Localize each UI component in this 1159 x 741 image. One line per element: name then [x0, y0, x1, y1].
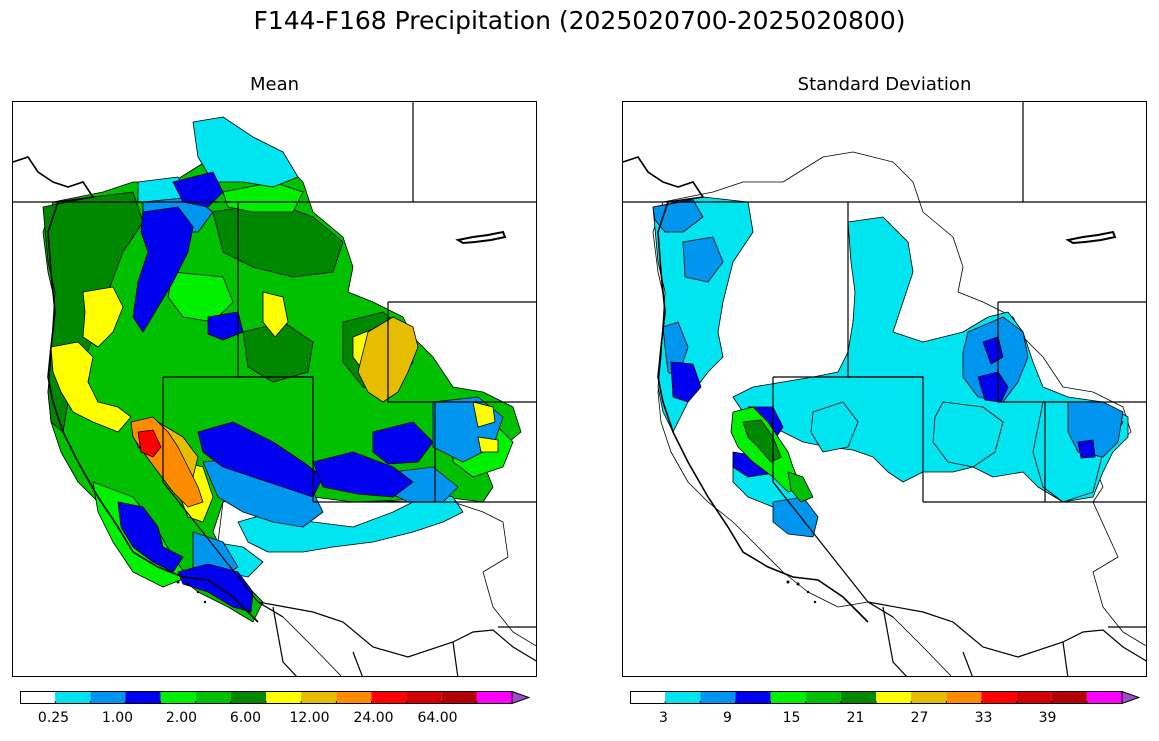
stddev-region-navy-east [1077, 439, 1096, 459]
stddev-colorbar-tick-label: 9 [723, 710, 732, 726]
mean-region-yellow-east2 [477, 436, 499, 453]
mean-colorbar-extend-arrow [511, 690, 531, 705]
mean-region-cyan-north [192, 116, 299, 188]
mean-coastline [13, 156, 259, 623]
stddev-colorbar-tick-label: 33 [974, 710, 993, 726]
stddev-colorbar-extend-arrow [1121, 690, 1141, 705]
mean-region-cyan-south [237, 491, 464, 553]
stddev-colorbar-swatch [735, 691, 771, 704]
mean-colorbar-tick-label: 1.00 [101, 710, 134, 726]
mean-region-red-sierra [137, 429, 162, 458]
mean-colorbar-tick-label: 24.00 [353, 710, 394, 726]
mean-colorbar-swatch [90, 691, 126, 704]
stddev-colorbar [630, 689, 1141, 705]
mean-map [12, 101, 537, 677]
mean-colorbar-swatch [20, 691, 56, 704]
mean-colorbar-labels: 0.25 1.00 2.00 6.00 12.00 24.00 64.00 [20, 710, 530, 730]
stddev-region-green-sierra2 [787, 471, 814, 503]
mean-colorbar [20, 689, 531, 705]
mean-colorbar-swatch [230, 691, 266, 704]
mean-colorbar-tick-label: 64.00 [417, 710, 458, 726]
stddev-region-blue-n [682, 236, 724, 283]
mean-colorbar-swatch [266, 691, 302, 704]
mean-map-svg [13, 102, 536, 676]
stddev-colorbar-swatch [665, 691, 701, 704]
stddev-colorbar-tick-label: 21 [846, 710, 865, 726]
stddev-region-navy-wy [977, 371, 1009, 403]
figure-title: F144-F168 Precipitation (2025020700-2025… [253, 6, 906, 35]
stddev-panel-title: Standard Deviation [797, 74, 972, 95]
stddev-colorbar-swatch [770, 691, 806, 704]
stddev-colorbar-tick-label: 3 [659, 710, 668, 726]
mean-colorbar-swatch [336, 691, 372, 704]
mean-region-navy-socal [177, 563, 254, 613]
mean-region-yellow-idaho [262, 291, 289, 338]
stddev-region-navy-coast [670, 361, 702, 403]
mean-region-yellow-coast [50, 341, 132, 433]
stddev-region-cyan-nv [810, 401, 859, 453]
mean-colorbar-swatch [441, 691, 477, 704]
stddev-channel-islands [786, 580, 817, 604]
mean-colorbar-swatch [160, 691, 196, 704]
stddev-colorbar-swatch [805, 691, 841, 704]
mean-boundaries [13, 102, 536, 676]
stddev-colorbar-tick-label: 27 [910, 710, 929, 726]
stddev-colorbar-swatch [946, 691, 982, 704]
stddev-colorbar-labels: 3 9 15 21 27 33 39 [630, 710, 1140, 730]
stddev-colorbar-tick-label: 15 [782, 710, 801, 726]
stddev-colorbar-swatch [876, 691, 912, 704]
mean-colorbar-swatch [371, 691, 407, 704]
mean-region-navy-coastal-ca [117, 501, 184, 573]
mean-colorbar-tick-label: 6.00 [229, 710, 262, 726]
mean-colorbar-swatch [476, 691, 512, 704]
mean-colorbar-tick-label: 12.00 [289, 710, 330, 726]
mean-colorbar-swatch [406, 691, 442, 704]
mean-region-navy-idaho [132, 206, 194, 333]
stddev-colorbar-swatch [1016, 691, 1052, 704]
stddev-colorbar-svg [630, 690, 1141, 705]
stddev-colorbar-swatch [981, 691, 1017, 704]
mean-region-navy-co [372, 421, 434, 465]
mean-region-yellow-oregon [82, 286, 124, 348]
stddev-colorbar-swatch [840, 691, 876, 704]
stddev-colorbar-swatch [911, 691, 947, 704]
mean-great-lake-outline [455, 230, 507, 245]
stddev-coastline [623, 156, 869, 623]
stddev-colorbar-swatch [630, 691, 666, 704]
mean-region-navy-nevada [312, 451, 414, 498]
mean-colorbar-swatch [125, 691, 161, 704]
stddev-colorbar-swatch [1051, 691, 1087, 704]
mean-colorbar-tick-label: 2.00 [165, 710, 198, 726]
stddev-colorbar-swatch [1086, 691, 1122, 704]
stddev-colorbar-swatch [700, 691, 736, 704]
stddev-boundaries [623, 102, 1146, 676]
mean-region-navy-montana [172, 171, 224, 208]
mean-channel-islands [176, 580, 207, 604]
mean-colorbar-swatch [55, 691, 91, 704]
mean-colorbar-swatch [301, 691, 337, 704]
stddev-map-svg [623, 102, 1146, 676]
mean-region-navy-ut [207, 311, 244, 341]
stddev-map [622, 101, 1147, 677]
stddev-region-dkgreen-sierra [742, 419, 782, 463]
mean-colorbar-swatch [195, 691, 231, 704]
mean-colorbar-tick-label: 0.25 [37, 710, 70, 726]
stddev-region-cyan-south [932, 401, 1004, 468]
mean-panel-title: Mean [249, 74, 300, 95]
stddev-great-lake-outline [1065, 230, 1117, 245]
mean-colorbar-svg [20, 690, 531, 705]
stddev-colorbar-tick-label: 39 [1038, 710, 1057, 726]
mean-region-yellow-east [472, 401, 496, 428]
